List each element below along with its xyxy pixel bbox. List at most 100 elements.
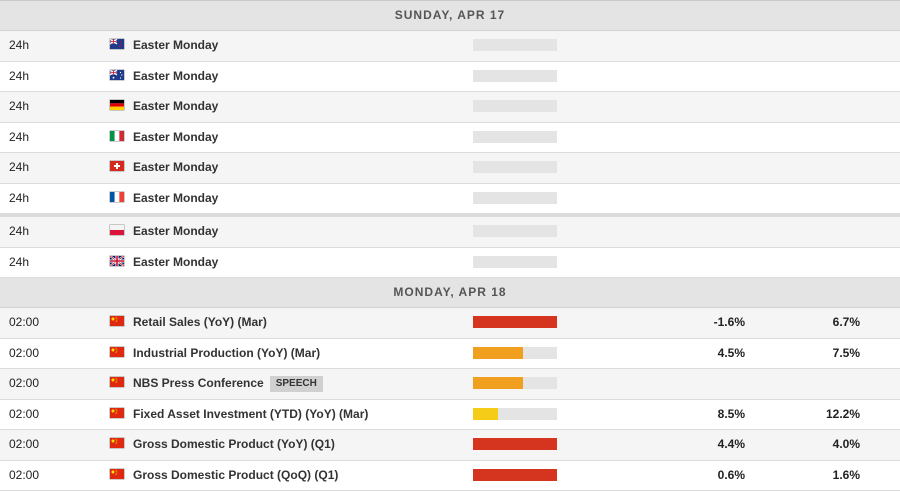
event-name-text[interactable]: Easter Monday	[133, 38, 218, 52]
event-name[interactable]: Retail Sales (YoY) (Mar)	[133, 308, 267, 337]
china-flag	[110, 377, 124, 387]
impact-bar	[473, 100, 557, 112]
event-row[interactable]: 02:00 Retail Sales (YoY) (Mar) -1.6% 6.7%	[0, 308, 900, 339]
impact-bar-fill	[473, 377, 523, 389]
impact-bar	[473, 316, 557, 328]
forecast-value: 7.5%	[780, 339, 860, 368]
event-name[interactable]: Industrial Production (YoY) (Mar)	[133, 339, 320, 368]
event-name[interactable]: Gross Domestic Product (QoQ) (Q1)	[133, 461, 338, 490]
event-name[interactable]: Fixed Asset Investment (YTD) (YoY) (Mar)	[133, 400, 368, 429]
event-name-text[interactable]: Gross Domestic Product (YoY) (Q1)	[133, 437, 335, 451]
event-name[interactable]: Easter Monday	[133, 217, 218, 246]
event-row[interactable]: 02:00 Gross Domestic Product (QoQ) (Q1) 0.…	[0, 461, 900, 491]
impact-bar	[473, 192, 557, 204]
event-time: 02:00	[9, 369, 39, 398]
speech-tag[interactable]: SPEECH	[270, 376, 323, 392]
event-row[interactable]: 02:00 Industrial Production (YoY) (Mar) 4.…	[0, 339, 900, 370]
event-time: 24h	[9, 62, 29, 91]
event-name[interactable]: Easter Monday	[133, 184, 218, 213]
event-time: 02:00	[9, 461, 39, 490]
impact-bar	[473, 161, 557, 173]
actual-value: 8.5%	[665, 400, 745, 429]
event-time: 24h	[9, 184, 29, 213]
event-row[interactable]: 24h Easter Monday	[0, 31, 900, 62]
event-name-text[interactable]: NBS Press Conference	[133, 376, 264, 390]
event-row[interactable]: 02:00 Fixed Asset Investment (YTD) (YoY) …	[0, 400, 900, 431]
switzerland-flag	[110, 161, 124, 171]
event-name[interactable]: Easter Monday	[133, 31, 218, 60]
event-row[interactable]: 24h Easter Monday	[0, 62, 900, 93]
forecast-value: 12.2%	[780, 400, 860, 429]
event-name[interactable]: Easter Monday	[133, 153, 218, 182]
forecast-value: 1.6%	[780, 461, 860, 490]
day-header: SUNDAY, APR 17	[0, 1, 900, 31]
impact-bar	[473, 39, 557, 51]
impact-bar-fill	[473, 438, 557, 450]
event-time: 02:00	[9, 430, 39, 459]
event-name-text[interactable]: Easter Monday	[133, 224, 218, 238]
impact-bar-fill	[473, 469, 557, 481]
event-name-text[interactable]: Easter Monday	[133, 160, 218, 174]
impact-bar	[473, 225, 557, 237]
actual-value: 4.5%	[665, 339, 745, 368]
event-row[interactable]: 24h Easter Monday	[0, 184, 900, 215]
event-name-text[interactable]: Retail Sales (YoY) (Mar)	[133, 315, 267, 329]
united-kingdom-flag	[110, 256, 124, 266]
impact-bar-fill	[473, 408, 498, 420]
event-time: 24h	[9, 123, 29, 152]
event-name-text[interactable]: Easter Monday	[133, 99, 218, 113]
actual-value: 4.4%	[665, 430, 745, 459]
event-row[interactable]: 02:00 Gross Domestic Product (YoY) (Q1) 4.…	[0, 430, 900, 461]
impact-bar	[473, 438, 557, 450]
actual-value: 0.6%	[665, 461, 745, 490]
germany-flag	[110, 100, 124, 110]
event-time: 24h	[9, 248, 29, 277]
event-time: 02:00	[9, 308, 39, 337]
event-name-text[interactable]: Fixed Asset Investment (YTD) (YoY) (Mar)	[133, 407, 368, 421]
italy-flag	[110, 131, 124, 141]
event-name[interactable]: Gross Domestic Product (YoY) (Q1)	[133, 430, 335, 459]
event-time: 24h	[9, 31, 29, 60]
event-time: 24h	[9, 153, 29, 182]
china-flag	[110, 316, 124, 326]
forecast-value: 6.7%	[780, 308, 860, 337]
actual-value: -1.6%	[665, 308, 745, 337]
event-row[interactable]: 24h Easter Monday	[0, 153, 900, 184]
event-name[interactable]: Easter Monday	[133, 92, 218, 121]
event-row[interactable]: 24h Easter Monday	[0, 248, 900, 279]
impact-bar	[473, 131, 557, 143]
impact-bar	[473, 347, 557, 359]
event-time: 24h	[9, 217, 29, 246]
event-name-text[interactable]: Easter Monday	[133, 191, 218, 205]
impact-bar	[473, 70, 557, 82]
event-time: 02:00	[9, 339, 39, 368]
event-row[interactable]: 24h Easter Monday	[0, 123, 900, 154]
day-header: MONDAY, APR 18	[0, 278, 900, 308]
event-name-text[interactable]: Easter Monday	[133, 69, 218, 83]
china-flag	[110, 469, 124, 479]
france-flag	[110, 192, 124, 202]
event-name-text[interactable]: Easter Monday	[133, 255, 218, 269]
event-name[interactable]: Easter Monday	[133, 62, 218, 91]
event-row[interactable]: 02:00 NBS Press Conference SPEECH	[0, 369, 900, 400]
event-name[interactable]: Easter Monday	[133, 123, 218, 152]
poland-flag	[110, 225, 124, 235]
event-name-text[interactable]: Industrial Production (YoY) (Mar)	[133, 346, 320, 360]
impact-bar-fill	[473, 347, 523, 359]
impact-bar-fill	[473, 316, 557, 328]
china-flag	[110, 438, 124, 448]
impact-bar	[473, 377, 557, 389]
event-row[interactable]: 24h Easter Monday	[0, 214, 900, 248]
event-name[interactable]: NBS Press Conference SPEECH	[133, 369, 323, 398]
event-row[interactable]: 24h Easter Monday	[0, 92, 900, 123]
event-time: 02:00	[9, 400, 39, 429]
impact-bar	[473, 256, 557, 268]
event-time: 24h	[9, 92, 29, 121]
australia-flag	[110, 70, 124, 80]
new-zealand-flag	[110, 39, 124, 49]
event-name-text[interactable]: Gross Domestic Product (QoQ) (Q1)	[133, 468, 338, 482]
event-name-text[interactable]: Easter Monday	[133, 130, 218, 144]
event-name[interactable]: Easter Monday	[133, 248, 218, 277]
china-flag	[110, 408, 124, 418]
